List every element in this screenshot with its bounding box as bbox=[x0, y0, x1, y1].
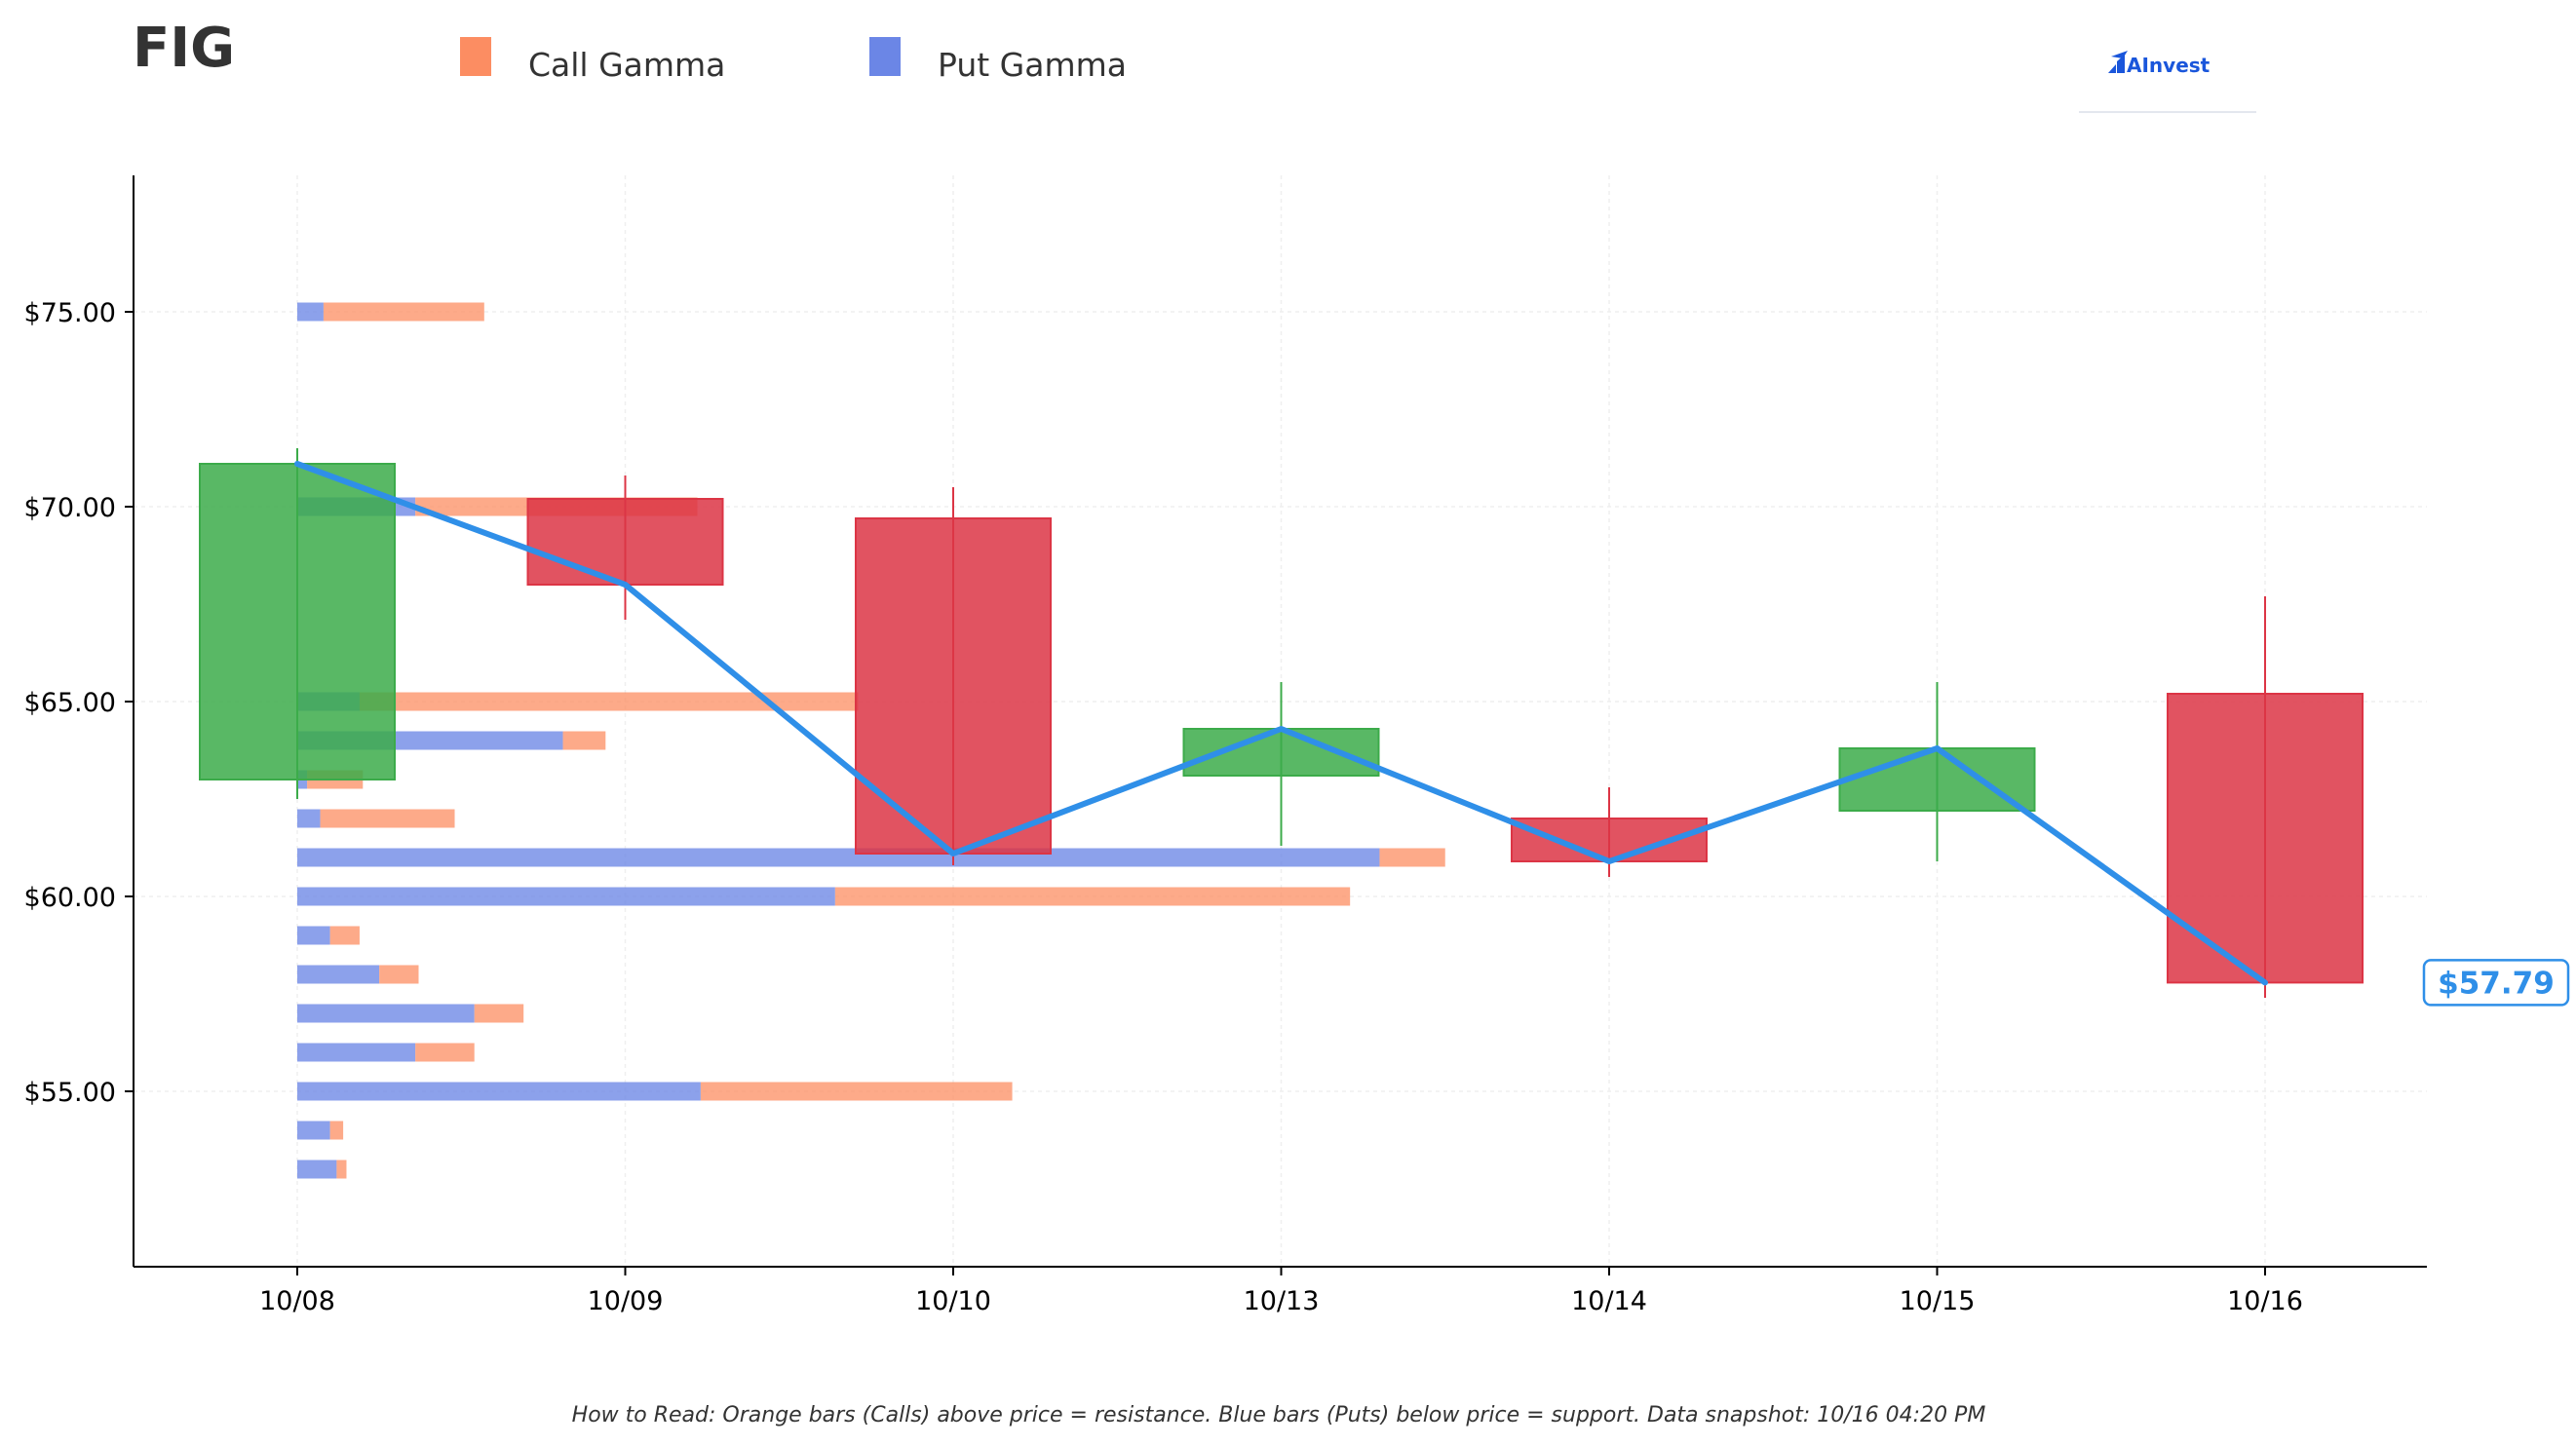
call-gamma-bar bbox=[336, 1160, 347, 1179]
legend: Call Gamma Put Gamma bbox=[460, 37, 1127, 84]
y-tick-label: $55.00 bbox=[24, 1078, 116, 1108]
x-tick-label: 10/14 bbox=[1571, 1286, 1647, 1316]
candle-body bbox=[2167, 693, 2364, 984]
put-gamma-bar bbox=[297, 848, 1380, 867]
ainvest-logo-icon bbox=[2108, 51, 2128, 73]
x-tick-label: 10/09 bbox=[588, 1286, 664, 1316]
legend-swatch-call-gamma bbox=[460, 37, 491, 76]
current-price-tag: $57.79 bbox=[2422, 959, 2570, 1007]
call-gamma-bar bbox=[474, 1004, 524, 1023]
y-tick-label: $70.00 bbox=[24, 493, 116, 523]
call-gamma-bar bbox=[562, 731, 606, 750]
call-gamma-bar bbox=[415, 1043, 475, 1062]
call-gamma-bar bbox=[379, 965, 419, 984]
call-gamma-bar bbox=[323, 302, 484, 322]
how-to-read-footnote: How to Read: Orange bars (Calls) above p… bbox=[572, 1403, 1986, 1427]
put-gamma-bar bbox=[297, 1160, 337, 1179]
x-tick-label: 10/15 bbox=[1900, 1286, 1976, 1316]
x-tick-label: 10/08 bbox=[259, 1286, 335, 1316]
candle-body bbox=[855, 517, 1052, 855]
close-price-line bbox=[294, 461, 2268, 986]
put-gamma-bar bbox=[297, 1043, 416, 1062]
current-price-label: $57.79 bbox=[2438, 966, 2555, 1001]
close-price-polyline bbox=[294, 461, 2268, 986]
call-gamma-bar bbox=[329, 1121, 344, 1140]
put-gamma-bar bbox=[297, 809, 321, 828]
current-price-box bbox=[2422, 959, 2570, 1007]
call-gamma-bar bbox=[329, 926, 360, 945]
x-tick-label: 10/13 bbox=[1244, 1286, 1320, 1316]
put-gamma-bar bbox=[297, 302, 324, 322]
chart-title: FIG bbox=[133, 17, 235, 80]
brand-name: AInvest bbox=[2127, 54, 2211, 77]
y-tick-label: $65.00 bbox=[24, 688, 116, 718]
price-candles bbox=[199, 448, 2364, 998]
call-gamma-bar bbox=[834, 887, 1351, 906]
call-gamma-bar bbox=[700, 1082, 1013, 1101]
x-tick-label: 10/10 bbox=[915, 1286, 991, 1316]
y-tick-label: $60.00 bbox=[24, 883, 116, 913]
put-gamma-bar bbox=[297, 1082, 701, 1101]
y-tick-label: $75.00 bbox=[24, 298, 116, 328]
put-gamma-bar bbox=[297, 965, 380, 984]
candle-body bbox=[199, 463, 396, 780]
gamma-bars bbox=[297, 302, 1445, 1179]
call-gamma-bar bbox=[359, 692, 859, 711]
x-tick-label: 10/16 bbox=[2227, 1286, 2303, 1316]
call-gamma-bar bbox=[320, 809, 455, 828]
axes: $55.00 $60.00 $65.00 $70.00 $75.00 10/08 10/09… bbox=[24, 175, 2427, 1316]
put-gamma-bar bbox=[297, 1004, 475, 1023]
put-gamma-bar bbox=[297, 887, 835, 906]
put-gamma-bar bbox=[297, 926, 330, 945]
candle-body bbox=[526, 498, 724, 586]
candle-body bbox=[1838, 747, 2036, 812]
brand-logo: AInvest bbox=[2079, 51, 2256, 113]
legend-swatch-put-gamma bbox=[869, 37, 901, 76]
put-gamma-bar bbox=[297, 1121, 330, 1140]
call-gamma-bar bbox=[1379, 848, 1445, 867]
legend-label-call-gamma: Call Gamma bbox=[528, 46, 725, 84]
legend-label-put-gamma: Put Gamma bbox=[938, 46, 1127, 84]
